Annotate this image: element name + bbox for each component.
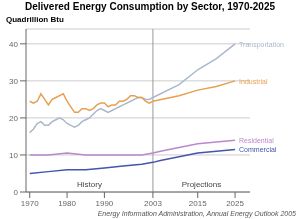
svg-text:1990: 1990 bbox=[96, 199, 114, 208]
svg-text:Transportation: Transportation bbox=[239, 41, 284, 49]
svg-text:1980: 1980 bbox=[58, 199, 76, 208]
svg-text:1970: 1970 bbox=[21, 199, 39, 208]
svg-text:40: 40 bbox=[9, 40, 18, 49]
html-text:Delivered Energy Consumption b: Delivered Energy Consumption by Sector, … bbox=[25, 1, 275, 12]
svg-text:Industrial: Industrial bbox=[239, 78, 268, 85]
svg-text:Projections: Projections bbox=[182, 180, 222, 189]
svg-text:2003: 2003 bbox=[144, 199, 162, 208]
html-text:Quadrillion Btu: Quadrillion Btu bbox=[6, 15, 64, 24]
svg-text:10: 10 bbox=[9, 151, 18, 160]
html-text:Energy Information Administrat: Energy Information Administration, Annua… bbox=[97, 210, 296, 217]
svg-text:History: History bbox=[77, 180, 102, 189]
svg-text:20: 20 bbox=[9, 114, 18, 123]
svg-text:Residential: Residential bbox=[239, 137, 274, 144]
svg-text:Commercial: Commercial bbox=[239, 146, 277, 153]
svg-text:0: 0 bbox=[14, 188, 19, 197]
svg-text:30: 30 bbox=[9, 77, 18, 86]
svg-text:2015: 2015 bbox=[189, 199, 207, 208]
svg-text:2025: 2025 bbox=[226, 199, 244, 208]
